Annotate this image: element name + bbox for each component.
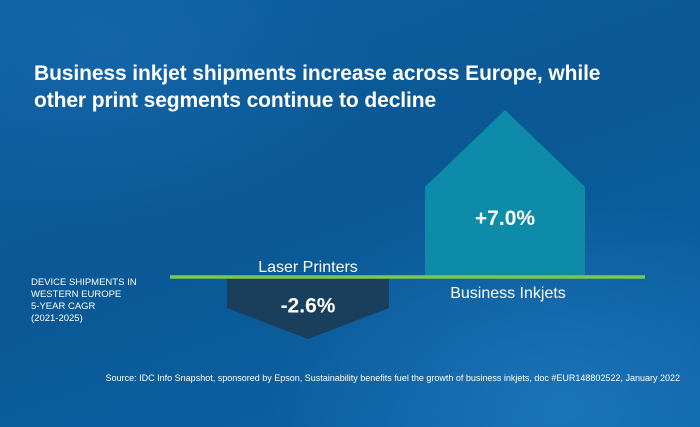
data-label: +7.0% (475, 207, 535, 230)
source-note: Source: IDC Info Snapshot, sponsored by … (105, 373, 680, 383)
chart-title: Business inkjet shipments increase acros… (34, 62, 601, 112)
category-label: Laser Printers (258, 259, 358, 276)
axis-description: DEVICE SHIPMENTS IN WESTERN EUROPE 5-YEA… (31, 277, 137, 325)
axis-description-line: WESTERN EUROPE (31, 289, 122, 300)
category-label: Business Inkjets (450, 285, 566, 302)
axis-description-line: (2021-2025) (31, 313, 83, 324)
axis-description-line: 5-YEAR CAGR (31, 301, 96, 312)
bar-arrow-laser-printers (227, 277, 389, 340)
bar-arrow-business-inkjets (425, 110, 585, 277)
data-label: -2.6% (281, 294, 336, 317)
axis-description-line: DEVICE SHIPMENTS IN (31, 277, 137, 288)
